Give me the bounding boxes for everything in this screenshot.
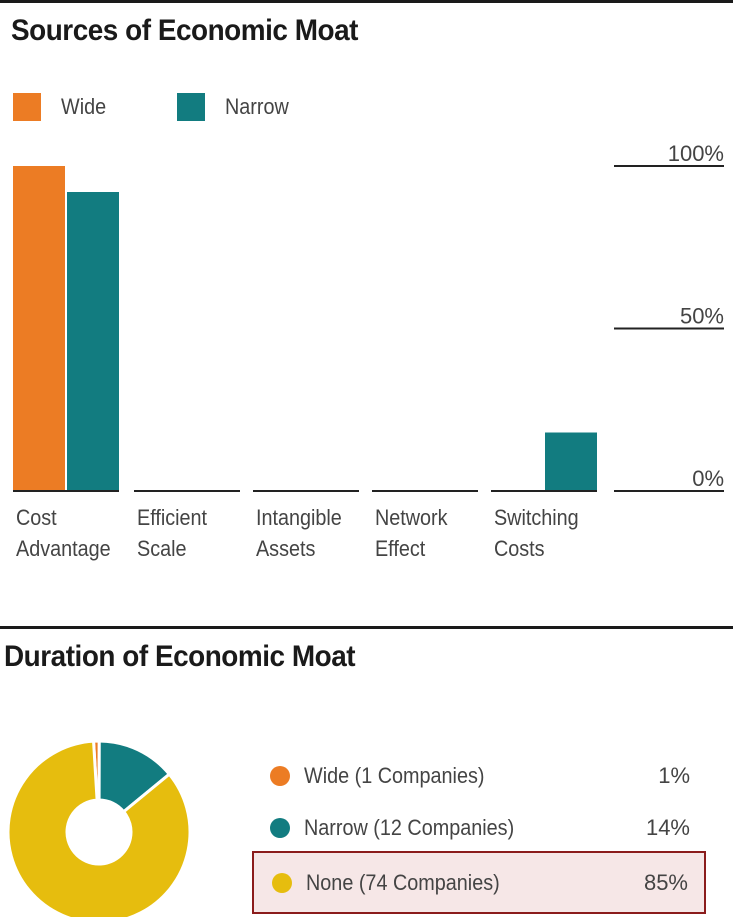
pie-legend-dot-narrow [270, 818, 290, 838]
pie-legend-dot-none [272, 872, 292, 893]
category-label-0-0: Cost [16, 506, 57, 530]
pie-legend-row-narrow: Narrow (12 Companies) 14% [252, 803, 706, 853]
pie-legend-row-none: None (74 Companies) 85% [252, 851, 706, 914]
moat-duration-donut-chart [6, 739, 192, 917]
legend-swatch-wide [13, 93, 41, 121]
pie-legend-value-narrow: 14% [645, 815, 690, 840]
moat-sources-bar-chart: Cost Advantage Efficient Scale Intangible Ass… [13, 141, 724, 561]
top-divider [0, 0, 733, 3]
category-label-3-0: Network [375, 506, 448, 530]
pie-legend-value-wide: 1% [658, 763, 690, 788]
pie-legend-label-none: None (74 Companies) [306, 869, 500, 895]
sources-title: Sources of Economic Moat [11, 14, 358, 47]
donut-slice-1 [97, 739, 172, 814]
middle-divider [0, 626, 733, 629]
legend-item-wide: Wide [13, 92, 111, 122]
category-label-3-1: Effect [375, 537, 425, 561]
y-tick-label-0: 100% [668, 141, 724, 166]
bar-narrow-0 [67, 192, 119, 491]
pie-legend-label-wide: Wide (1 Companies) [304, 763, 485, 788]
y-tick-label-1: 50% [680, 304, 724, 329]
pie-legend-dot-wide [270, 766, 290, 786]
legend-label-wide: Wide [61, 94, 107, 119]
pie-legend-row-wide: Wide (1 Companies) 1% [252, 751, 706, 801]
category-label-1-1: Scale [137, 537, 186, 561]
bar-wide-0 [13, 166, 65, 491]
category-label-2-0: Intangible [256, 506, 342, 530]
category-label-0-1: Advantage [16, 537, 111, 561]
category-label-4-1: Costs [494, 537, 545, 561]
donut-slice-2 [6, 739, 192, 917]
y-tick-label-2: 0% [692, 466, 724, 491]
category-label-1-0: Efficient [137, 506, 207, 530]
pie-legend-label-narrow: Narrow (12 Companies) [304, 815, 515, 840]
category-label-2-1: Assets [256, 537, 315, 561]
pie-legend-value-none: 85% [643, 869, 688, 895]
duration-title: Duration of Economic Moat [4, 640, 356, 673]
legend-label-narrow: Narrow [225, 94, 289, 119]
bar-narrow-4 [545, 432, 597, 491]
category-label-4-0: Switching [494, 506, 579, 530]
legend-item-narrow: Narrow [177, 92, 296, 122]
legend-swatch-narrow [177, 93, 205, 121]
